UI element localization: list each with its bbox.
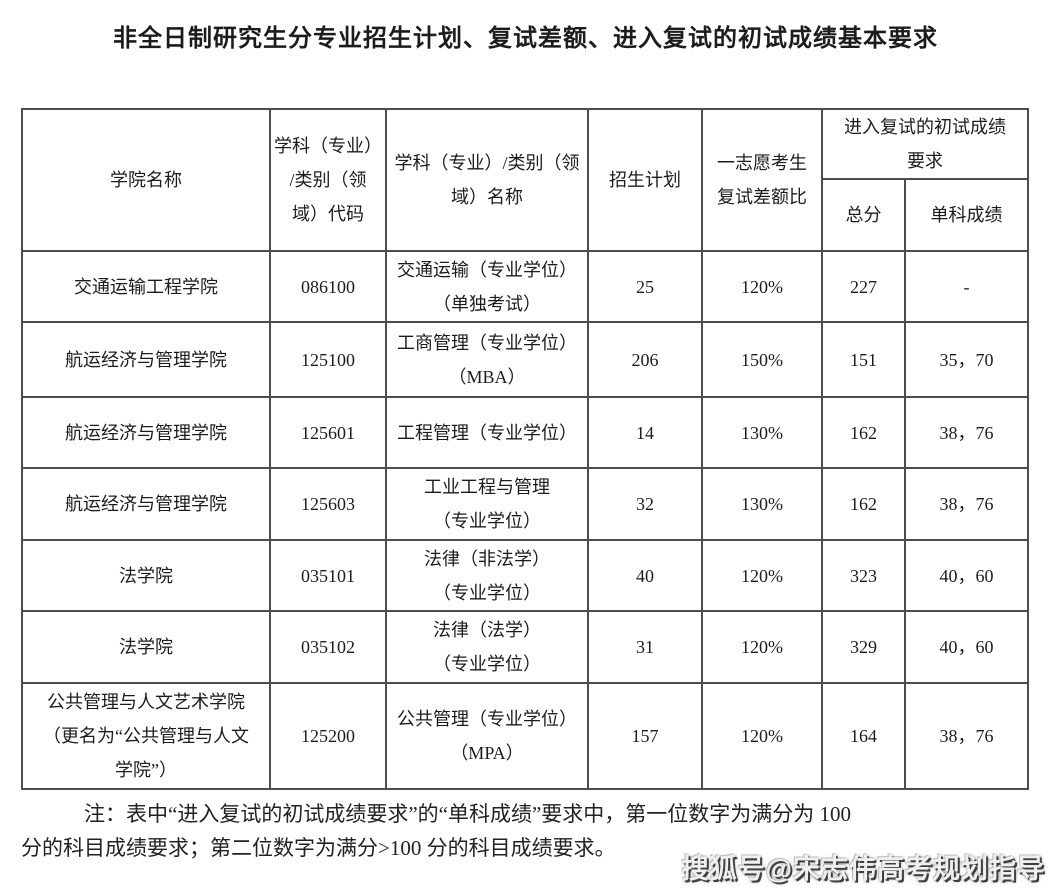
table-row: 航运经济与管理学院 125100 工商管理（专业学位） （MBA） 206 15… <box>21 321 1029 399</box>
table-row: 法学院 035101 法律（非法学） （专业学位） 40 120% 323 40… <box>21 539 1029 613</box>
cell-total-score: 151 <box>821 321 906 399</box>
col-header-ratio: 一志愿考生 复试差额比 <box>701 107 823 253</box>
col-header-college: 学院名称 <box>21 107 271 253</box>
cell-college: 法学院 <box>21 610 271 685</box>
table-row: 公共管理与人文艺术学院 （更名为“公共管理与人文 学院”） 125200 公共管… <box>21 682 1029 791</box>
cell-single-score: 38，76 <box>904 682 1029 791</box>
cell-single-score: 35，70 <box>904 321 1029 399</box>
col-header-code: 学科（专业） /类别（领 域）代码 <box>269 107 387 253</box>
cell-single-score: - <box>904 250 1029 324</box>
cell-major: 工商管理（专业学位） （MBA） <box>385 321 589 399</box>
cell-college: 航运经济与管理学院 <box>21 467 271 542</box>
col-header-score-group: 进入复试的初试成绩 要求 <box>821 107 1029 181</box>
cell-ratio: 120% <box>701 610 823 685</box>
table-row: 法学院 035102 法律（法学） （专业学位） 31 120% 329 40，… <box>21 610 1029 685</box>
cell-single-score: 38，76 <box>904 467 1029 542</box>
cell-single-score: 40，60 <box>904 539 1029 613</box>
cell-plan: 206 <box>587 321 703 399</box>
cell-major: 法律（非法学） （专业学位） <box>385 539 589 613</box>
cell-code: 086100 <box>269 250 387 324</box>
cell-total-score: 164 <box>821 682 906 791</box>
cell-code: 125200 <box>269 682 387 791</box>
cell-total-score: 329 <box>821 610 906 685</box>
cell-major: 工程管理（专业学位） <box>385 396 589 470</box>
cell-plan: 32 <box>587 467 703 542</box>
cell-single-score: 38，76 <box>904 396 1029 470</box>
watermark-sohu: 搜狐号@宋志伟高考规划指导 <box>681 854 1045 884</box>
cell-college: 交通运输工程学院 <box>21 250 271 324</box>
admissions-table: 学院名称 学科（专业） /类别（领 域）代码 学科（专业）/类别（领 域）名称 … <box>21 107 1029 791</box>
cell-major: 公共管理（专业学位） （MPA） <box>385 682 589 791</box>
col-header-single-score: 单科成绩 <box>904 178 1029 253</box>
cell-plan: 25 <box>587 250 703 324</box>
cell-plan: 31 <box>587 610 703 685</box>
cell-college: 航运经济与管理学院 <box>21 396 271 470</box>
cell-ratio: 150% <box>701 321 823 399</box>
cell-total-score: 323 <box>821 539 906 613</box>
cell-ratio: 130% <box>701 396 823 470</box>
cell-plan: 14 <box>587 396 703 470</box>
cell-code: 035102 <box>269 610 387 685</box>
table-row: 交通运输工程学院 086100 交通运输（专业学位） （单独考试） 25 120… <box>21 250 1029 324</box>
header-row-2: 总分 单科成绩 <box>22 178 1029 253</box>
cell-plan: 40 <box>587 539 703 613</box>
cell-ratio: 120% <box>701 539 823 613</box>
cell-major: 交通运输（专业学位） （单独考试） <box>385 250 589 324</box>
cell-college: 法学院 <box>21 539 271 613</box>
footnote: 注：表中“进入复试的初试成绩要求”的“单科成绩”要求中，第一位数字为满分为 10… <box>21 802 852 861</box>
cell-college: 航运经济与管理学院 <box>21 321 271 399</box>
cell-major: 法律（法学） （专业学位） <box>385 610 589 685</box>
cell-major: 工业工程与管理 （专业学位） <box>385 467 589 542</box>
table-row: 航运经济与管理学院 125603 工业工程与管理 （专业学位） 32 130% … <box>21 467 1029 542</box>
cell-code: 125100 <box>269 321 387 399</box>
col-header-total-score: 总分 <box>821 178 906 253</box>
cell-total-score: 162 <box>821 396 906 470</box>
cell-single-score: 40，60 <box>904 610 1029 685</box>
cell-total-score: 162 <box>821 467 906 542</box>
cell-ratio: 120% <box>701 250 823 324</box>
table-row: 航运经济与管理学院 125601 工程管理（专业学位） 14 130% 162 … <box>21 396 1029 470</box>
cell-total-score: 227 <box>821 250 906 324</box>
col-header-plan: 招生计划 <box>587 107 703 253</box>
header-row-1: 学院名称 学科（专业） /类别（领 域）代码 学科（专业）/类别（领 域）名称 … <box>21 107 1029 253</box>
page-title: 非全日制研究生分专业招生计划、复试差额、进入复试的初试成绩基本要求 <box>113 26 938 52</box>
cell-ratio: 120% <box>701 682 823 791</box>
cell-code: 125603 <box>269 467 387 542</box>
cell-college: 公共管理与人文艺术学院 （更名为“公共管理与人文 学院”） <box>21 682 271 791</box>
cell-ratio: 130% <box>701 467 823 542</box>
col-header-major: 学科（专业）/类别（领 域）名称 <box>385 107 589 253</box>
cell-plan: 157 <box>587 682 703 791</box>
cell-code: 035101 <box>269 539 387 613</box>
cell-code: 125601 <box>269 396 387 470</box>
